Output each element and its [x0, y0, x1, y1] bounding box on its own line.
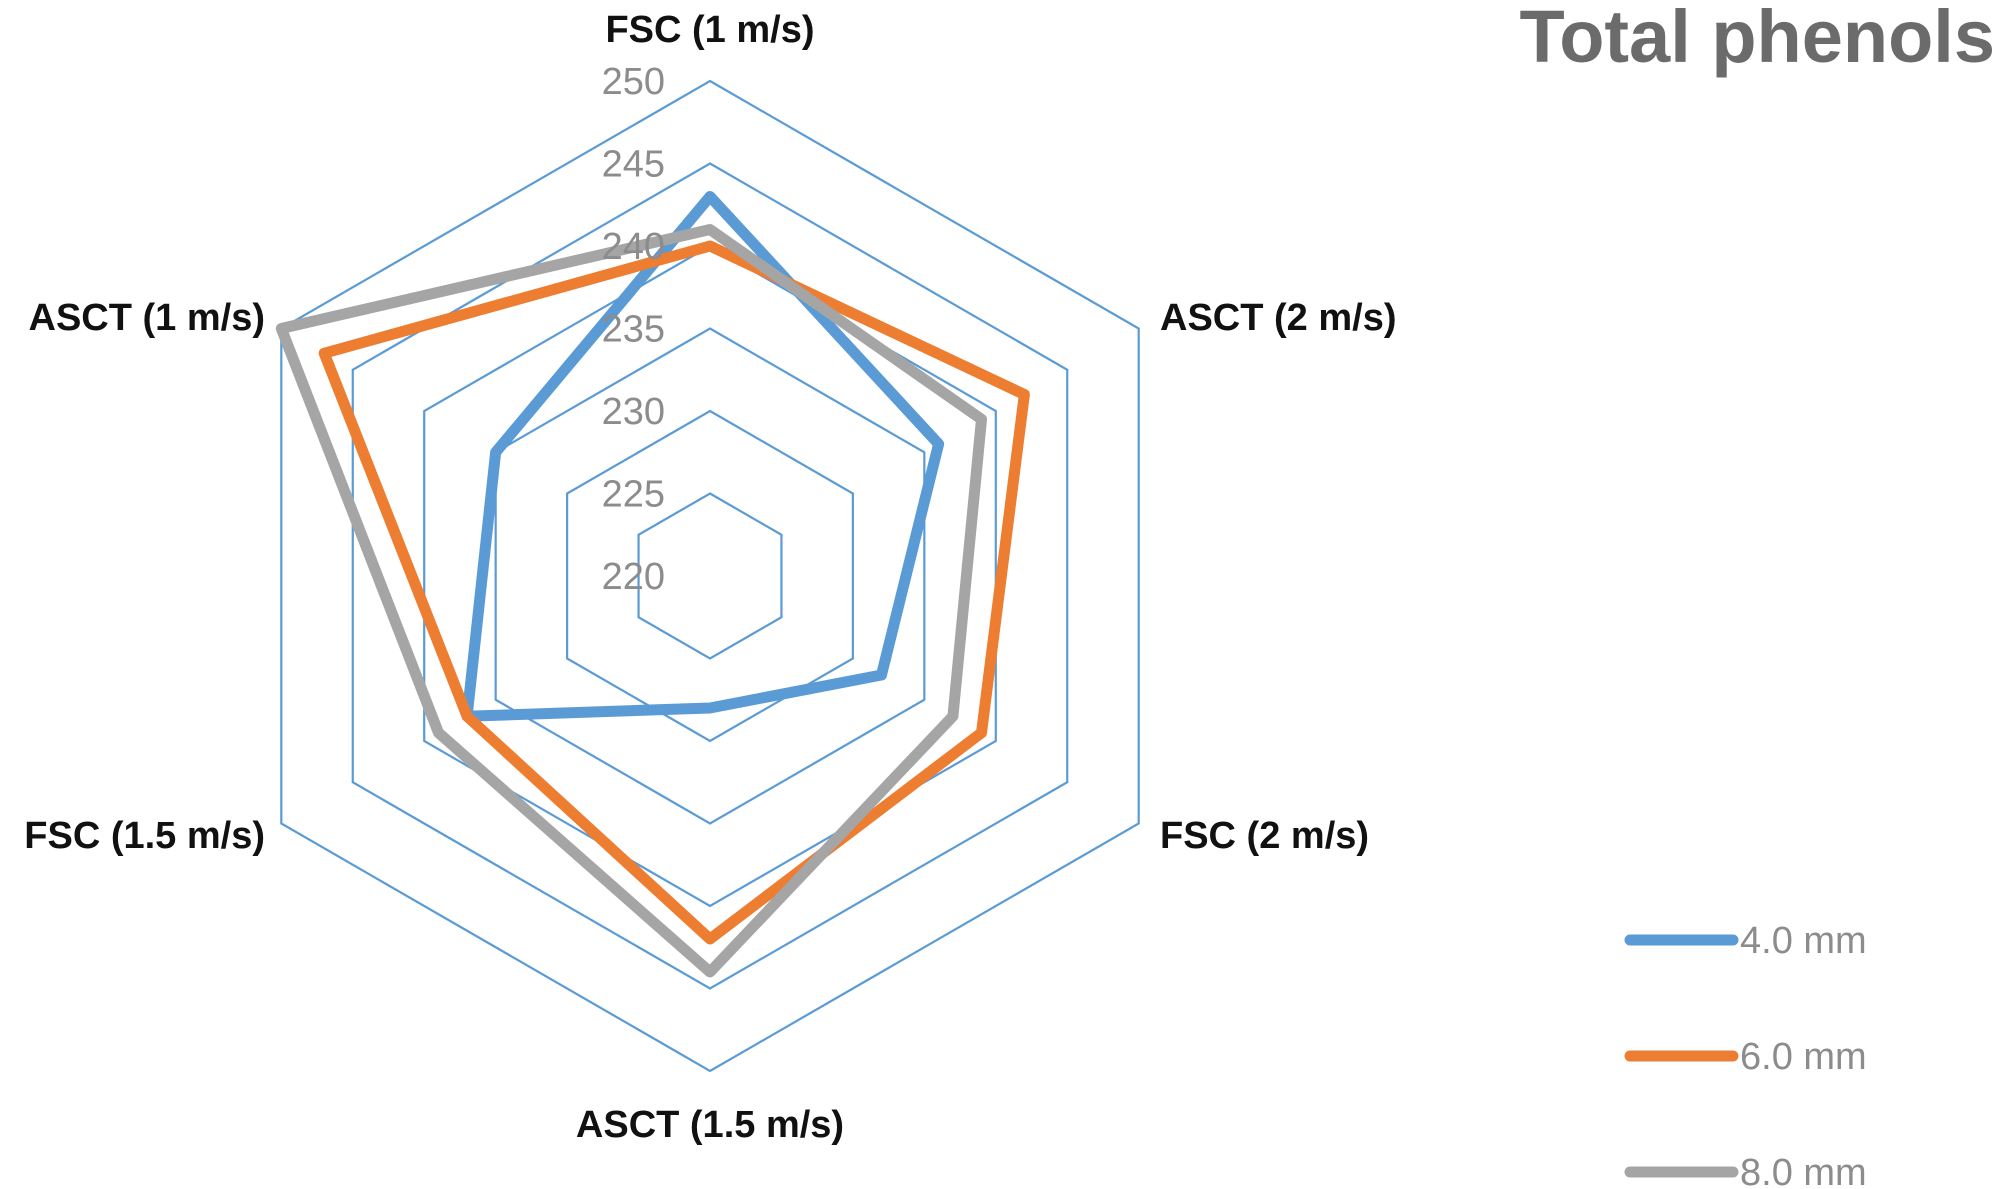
tick-label: 225: [602, 474, 665, 516]
grid-ring: [351, 162, 1069, 990]
tick-label: 220: [602, 556, 665, 598]
category-label: ASCT (1 m/s): [29, 297, 265, 339]
tick-label: 230: [602, 391, 665, 433]
legend-label: 8.0 mm: [1740, 1152, 1867, 1189]
tick-label: 240: [602, 226, 665, 268]
tick-labels: 220 225 230 235 240 245 250: [602, 61, 665, 598]
grid-ring: [423, 244, 997, 908]
grid-ring: [637, 492, 783, 660]
legend: 4.0 mm 6.0 mm 8.0 mm: [1624, 920, 1867, 1189]
series-line-2: [318, 240, 1030, 945]
category-label: FSC (1 m/s): [605, 9, 814, 51]
series-line-3: [275, 224, 987, 978]
category-label: FSC (1.5 m/s): [24, 815, 265, 857]
series-lines: [275, 191, 1030, 978]
legend-label: 4.0 mm: [1740, 920, 1867, 962]
category-label: ASCT (2 m/s): [1160, 297, 1396, 339]
chart-title: Total phenols: [1519, 0, 1995, 78]
legend-label: 6.0 mm: [1740, 1036, 1867, 1078]
category-label: FSC (2 m/s): [1160, 815, 1369, 857]
series-line-1: [461, 191, 945, 722]
grid-ring: [566, 409, 854, 743]
tick-label: 235: [602, 309, 665, 351]
category-label: ASCT (1.5 m/s): [576, 1104, 844, 1146]
tick-label: 245: [602, 144, 665, 186]
grid-ring: [494, 327, 926, 825]
category-labels: FSC (1 m/s) ASCT (2 m/s) FSC (2 m/s) ASCT (…: [24, 9, 1396, 1146]
tick-label: 250: [602, 61, 665, 103]
